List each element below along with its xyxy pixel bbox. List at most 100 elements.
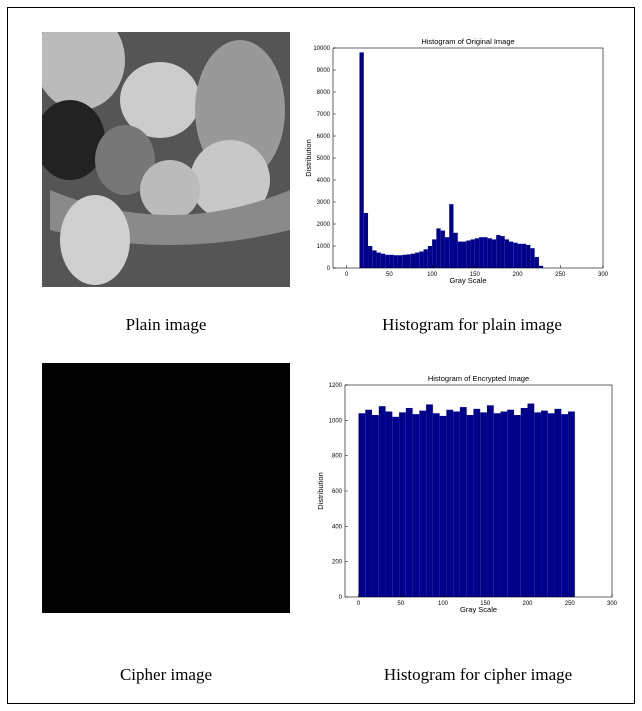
bar: [445, 237, 449, 268]
bar: [518, 244, 522, 268]
y-tick-label: 1000: [329, 418, 343, 424]
bar: [398, 255, 402, 268]
y-tick-label: 1200: [329, 383, 343, 389]
bar: [441, 231, 445, 268]
x-tick-label: 0: [357, 601, 361, 607]
x-axis-label: Gray Scale: [449, 276, 486, 285]
bar: [372, 415, 379, 597]
bar: [453, 233, 457, 268]
bar: [385, 255, 389, 268]
chart-title: Histogram of Encrypted Image: [428, 374, 529, 383]
y-axis-label: Distribution: [316, 472, 325, 510]
bar: [415, 253, 419, 268]
bar: [548, 413, 555, 597]
bar: [419, 411, 426, 597]
bar: [492, 239, 496, 268]
bar: [365, 410, 372, 597]
bar: [488, 238, 492, 268]
bar: [494, 413, 501, 597]
bar: [446, 410, 453, 597]
x-tick-label: 250: [555, 272, 566, 278]
bar: [449, 204, 453, 268]
bar: [433, 413, 440, 597]
y-tick-label: 0: [327, 266, 331, 272]
bar: [402, 255, 406, 268]
bar: [541, 411, 548, 597]
bar: [432, 239, 436, 268]
bar: [406, 254, 410, 268]
bar: [500, 412, 507, 598]
bar: [372, 250, 376, 268]
bar: [539, 266, 543, 268]
bar: [426, 404, 433, 597]
bar: [460, 407, 467, 597]
bar: [413, 414, 420, 597]
bar: [359, 413, 366, 597]
y-tick-label: 600: [332, 489, 343, 495]
x-axis-label: Gray Scale: [460, 605, 497, 614]
y-tick-label: 9000: [317, 68, 331, 74]
y-tick-label: 400: [332, 524, 343, 530]
bar: [406, 408, 413, 597]
chart-title: Histogram of Original Image: [421, 37, 514, 46]
bar: [424, 249, 428, 268]
bar: [480, 412, 487, 597]
bar: [467, 415, 474, 597]
bar: [411, 254, 415, 268]
bar: [462, 242, 466, 268]
x-tick-label: 50: [386, 272, 393, 278]
y-tick-label: 800: [332, 454, 343, 460]
page: Plain image Histogram for plain image Ci…: [0, 0, 642, 711]
bar: [364, 213, 368, 268]
histogram-chart: 0501001502002503000100020003000400050006…: [304, 37, 609, 285]
bar: [471, 239, 475, 268]
bar: [483, 237, 487, 268]
x-tick-label: 100: [427, 272, 438, 278]
y-tick-label: 3000: [317, 200, 331, 206]
bar: [386, 412, 393, 598]
caption: Plain image: [126, 315, 207, 334]
bar: [528, 404, 535, 597]
bar: [487, 405, 494, 597]
x-tick-label: 200: [522, 601, 533, 607]
bar: [496, 235, 500, 268]
y-tick-label: 10000: [313, 46, 330, 52]
histogram-chart: 050100150200250300020040060080010001200H…: [316, 374, 618, 614]
bar: [526, 245, 530, 268]
x-tick-label: 200: [513, 272, 524, 278]
figure: Plain image Histogram for plain image Ci…: [0, 0, 642, 711]
bar: [381, 254, 385, 268]
y-tick-label: 5000: [317, 156, 331, 162]
y-axis-label: Distribution: [304, 139, 313, 177]
caption: Cipher image: [120, 665, 212, 684]
bar: [568, 412, 575, 598]
bar: [458, 242, 462, 268]
y-tick-label: 7000: [317, 112, 331, 118]
bar: [399, 412, 406, 597]
plain-image: [35, 10, 290, 287]
bar: [394, 255, 398, 268]
bar: [500, 236, 504, 268]
bar: [505, 239, 509, 268]
bar: [377, 253, 381, 268]
bar: [368, 246, 372, 268]
y-tick-label: 200: [332, 560, 343, 566]
y-tick-label: 0: [339, 595, 343, 601]
caption: Histogram for cipher image: [384, 665, 572, 684]
bar: [535, 257, 539, 268]
x-tick-label: 50: [397, 601, 404, 607]
bar: [379, 406, 386, 597]
y-tick-label: 8000: [317, 90, 331, 96]
bar: [392, 417, 399, 597]
y-tick-label: 1000: [317, 244, 331, 250]
x-tick-label: 250: [565, 601, 576, 607]
x-tick-label: 100: [438, 601, 449, 607]
bar: [513, 243, 517, 268]
axes-box: [333, 48, 603, 268]
bar: [436, 228, 440, 268]
bar: [475, 238, 479, 268]
bar: [522, 244, 526, 268]
cipher-image: [42, 363, 290, 613]
bar: [419, 252, 423, 269]
bar: [473, 409, 480, 597]
